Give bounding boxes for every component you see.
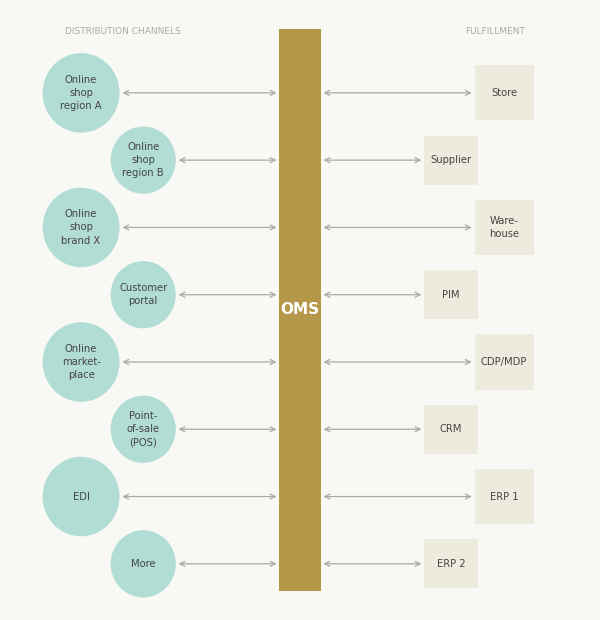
FancyBboxPatch shape xyxy=(424,136,478,185)
Text: Store: Store xyxy=(491,88,517,98)
FancyBboxPatch shape xyxy=(475,200,534,255)
Text: PIM: PIM xyxy=(442,290,460,299)
FancyBboxPatch shape xyxy=(475,334,534,389)
Text: CDP/MDP: CDP/MDP xyxy=(481,357,527,367)
Circle shape xyxy=(43,322,119,402)
FancyBboxPatch shape xyxy=(424,270,478,319)
Text: Point-
of-sale
(POS): Point- of-sale (POS) xyxy=(127,411,160,448)
Text: ERP 1: ERP 1 xyxy=(490,492,518,502)
Text: Online
shop
brand X: Online shop brand X xyxy=(61,209,101,246)
Circle shape xyxy=(110,396,176,463)
FancyBboxPatch shape xyxy=(279,29,321,591)
Text: DISTRIBUTION CHANNELS: DISTRIBUTION CHANNELS xyxy=(65,27,181,36)
FancyBboxPatch shape xyxy=(424,405,478,454)
Text: Online
market-
place: Online market- place xyxy=(62,344,101,380)
Text: EDI: EDI xyxy=(73,492,89,502)
Circle shape xyxy=(110,126,176,194)
Text: Online
shop
region A: Online shop region A xyxy=(60,74,102,111)
Text: More: More xyxy=(131,559,155,569)
FancyBboxPatch shape xyxy=(475,469,534,524)
Text: OMS: OMS xyxy=(280,303,320,317)
Circle shape xyxy=(110,261,176,329)
Text: Customer
portal: Customer portal xyxy=(119,283,167,306)
Circle shape xyxy=(110,530,176,598)
FancyBboxPatch shape xyxy=(424,539,478,588)
Text: FULFILLMENT: FULFILLMENT xyxy=(466,27,525,36)
Circle shape xyxy=(43,188,119,267)
FancyBboxPatch shape xyxy=(475,65,534,120)
Text: ERP 2: ERP 2 xyxy=(437,559,465,569)
Text: Online
shop
region B: Online shop region B xyxy=(122,142,164,179)
Circle shape xyxy=(43,457,119,536)
Circle shape xyxy=(43,53,119,133)
Text: Ware-
house: Ware- house xyxy=(489,216,519,239)
Text: CRM: CRM xyxy=(440,424,462,434)
Text: Supplier: Supplier xyxy=(430,155,472,165)
